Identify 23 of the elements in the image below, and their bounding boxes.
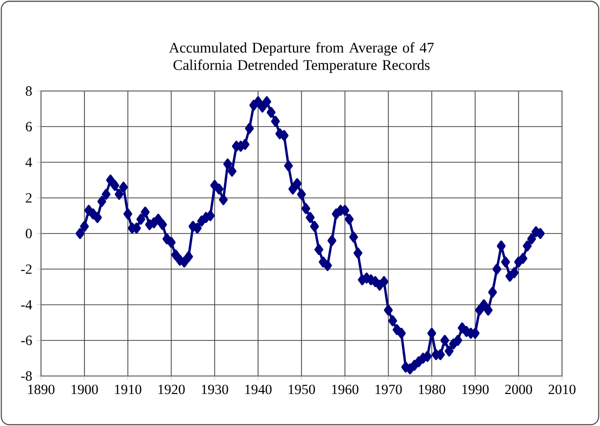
x-tick-label: 1950 (288, 384, 315, 394)
chart-title: Accumulated Departure from Average of 47 California Detrended Temperature Records (169, 42, 434, 73)
y-tick-label: 8 (26, 86, 32, 96)
y-tick-label: 2 (26, 193, 32, 203)
x-tick-label: 1960 (332, 384, 358, 394)
x-tick-label: 1930 (202, 384, 228, 394)
x-tick-label: 2000 (505, 384, 532, 394)
x-tick-label: 1970 (376, 384, 402, 394)
x-tick-label: 1890 (28, 384, 54, 394)
y-tick-label: -4 (21, 300, 32, 310)
x-tick-label: 1900 (72, 384, 98, 394)
x-tick-label: 1980 (418, 384, 446, 394)
x-tick-label: 1910 (115, 384, 142, 394)
y-tick-label: -8 (21, 371, 32, 381)
x-tick-label: 2010 (548, 384, 576, 394)
y-tick-label: 0 (26, 228, 32, 238)
x-tick-label: 1940 (245, 384, 272, 394)
x-tick-label: 1990 (462, 384, 489, 394)
y-tick-label: 6 (26, 122, 32, 132)
x-tick-label: 1920 (158, 384, 185, 394)
y-tick-label: -6 (21, 336, 32, 346)
y-tick-label: -2 (21, 264, 32, 274)
y-tick-label: 4 (26, 158, 32, 167)
